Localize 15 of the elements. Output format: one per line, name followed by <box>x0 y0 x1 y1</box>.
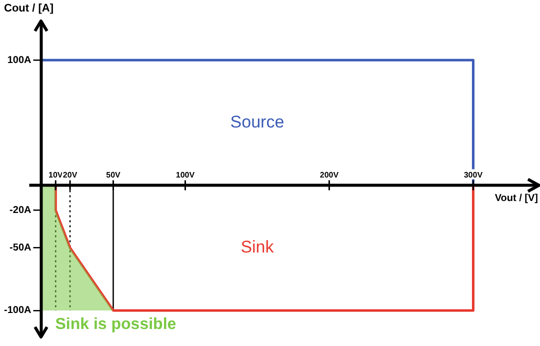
text: Source <box>230 112 284 132</box>
y-axis-title: Cout / [A] <box>4 2 54 15</box>
text: Sink <box>240 238 274 257</box>
x-tick-label: 20V <box>62 170 78 180</box>
y-tick-label: 100A <box>7 54 32 66</box>
x-tick-label: 100V <box>176 170 196 180</box>
x-tick-label: 300V <box>464 170 484 180</box>
y-tick-label: -100A <box>4 305 32 316</box>
y-tick-label: -20A <box>10 205 32 216</box>
series-label: Sink is possible <box>55 316 176 333</box>
x-tick-label: 50V <box>106 170 122 180</box>
x-tick-label: 10V <box>48 170 64 180</box>
x-axis-title: Vout / [V] <box>494 193 538 204</box>
y-tick-label: -50A <box>10 242 32 254</box>
x-tick-label: 200V <box>320 170 340 180</box>
